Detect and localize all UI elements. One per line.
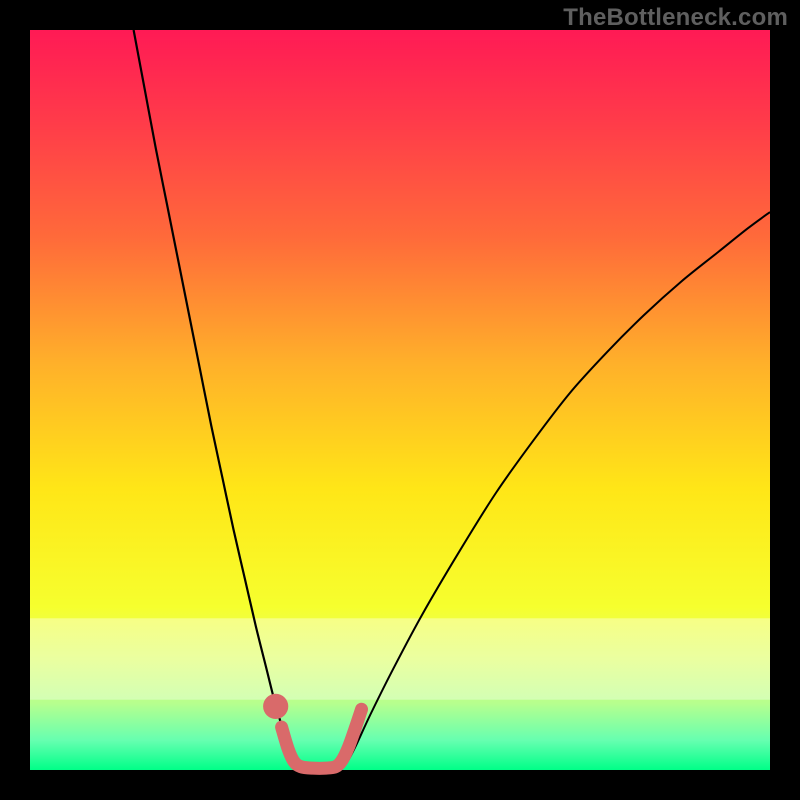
pale-horizontal-band	[30, 618, 770, 699]
chart-container: TheBottleneck.com	[0, 0, 800, 800]
watermark-text: TheBottleneck.com	[563, 4, 788, 32]
optimal-region-dot	[263, 694, 288, 719]
plot-area	[30, 30, 770, 770]
bottleneck-curve-chart	[0, 0, 800, 800]
